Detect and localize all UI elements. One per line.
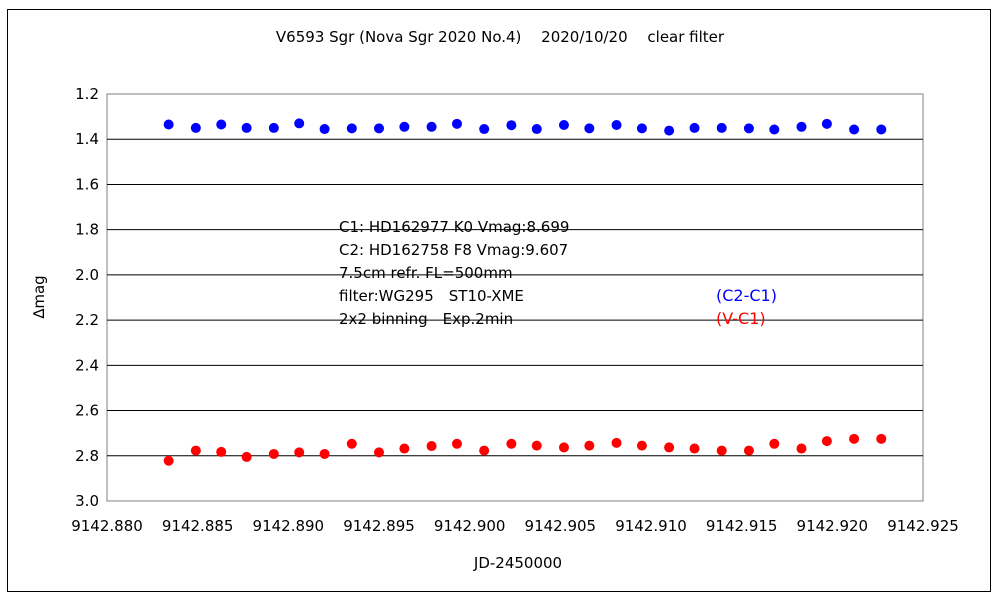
- data-point: [374, 123, 384, 134]
- x-tick-label: 9142.890: [253, 517, 325, 535]
- data-point: [241, 451, 252, 462]
- data-point: [294, 447, 305, 458]
- series-layer: [163, 118, 887, 466]
- data-point: [796, 121, 807, 132]
- data-point: [876, 433, 887, 444]
- data-point: [636, 123, 647, 134]
- data-point: [716, 122, 727, 133]
- y-tick-label: 1.4: [75, 130, 99, 148]
- data-point: [451, 438, 462, 449]
- chart-frame: [7, 9, 991, 592]
- data-point: [190, 122, 201, 133]
- data-point: [216, 446, 227, 457]
- data-point: [319, 124, 330, 135]
- data-point: [268, 448, 279, 459]
- y-tick-label: 2.4: [75, 356, 99, 374]
- x-axis-label: JD-2450000: [473, 554, 562, 572]
- x-tick-label: 9142.880: [71, 517, 143, 535]
- data-point: [190, 445, 201, 456]
- data-point: [584, 440, 595, 451]
- data-point: [584, 123, 595, 134]
- x-tick-label: 9142.895: [343, 517, 415, 535]
- data-point: [216, 119, 227, 130]
- y-axis-label: ∆mag: [30, 275, 48, 319]
- data-point: [558, 442, 569, 453]
- data-point: [374, 447, 384, 458]
- data-point: [506, 438, 517, 449]
- data-point: [479, 445, 490, 456]
- y-tick-label: 1.6: [75, 175, 99, 193]
- x-tick-label: 9142.905: [525, 517, 597, 535]
- y-tick-label: 3.0: [75, 492, 99, 510]
- legend-v-c1: (V-C1): [716, 309, 766, 328]
- data-point: [611, 437, 622, 448]
- data-point: [689, 443, 700, 454]
- data-point: [821, 436, 832, 447]
- data-point: [399, 121, 410, 132]
- data-point: [849, 124, 860, 135]
- data-point: [664, 125, 675, 136]
- data-point: [743, 445, 754, 456]
- data-point: [426, 121, 437, 132]
- x-tick-label: 9142.925: [887, 517, 959, 535]
- data-point: [399, 443, 410, 454]
- x-tick-label: 9142.910: [615, 517, 687, 535]
- data-point: [689, 122, 700, 133]
- data-point: [506, 120, 517, 131]
- annotation-line-3: 7.5cm refr. FL=500mm: [339, 264, 513, 282]
- x-tick-label: 9142.900: [434, 517, 506, 535]
- data-point: [531, 124, 542, 135]
- data-point: [796, 443, 807, 454]
- annotation-line-5: 2x2 binning Exp.2min: [339, 310, 513, 328]
- x-tick-label: 9142.920: [797, 517, 869, 535]
- data-point: [611, 119, 622, 130]
- y-tick-label: 2.0: [75, 266, 99, 284]
- y-tick-label: 2.6: [75, 402, 99, 420]
- annotation-line-1: C1: HD162977 K0 Vmag:8.699: [339, 218, 569, 236]
- data-point: [319, 448, 330, 459]
- data-point: [531, 440, 542, 451]
- series-c2-c1: [163, 118, 887, 136]
- data-point: [876, 124, 887, 135]
- data-point: [716, 445, 727, 456]
- data-point: [769, 124, 780, 135]
- y-tick-label: 1.2: [75, 85, 99, 103]
- x-tick-label: 9142.915: [706, 517, 778, 535]
- y-axis: 1.2 1.4 1.6 1.8 2.0 2.2 2.4 2.6 2.8 3.0: [75, 85, 99, 510]
- data-point: [163, 119, 174, 130]
- data-point: [769, 438, 780, 449]
- data-point: [241, 122, 252, 133]
- data-point: [346, 123, 357, 134]
- data-point: [346, 438, 357, 449]
- data-point: [821, 118, 832, 129]
- annotation-box: C1: HD162977 K0 Vmag:8.699 C2: HD162758 …: [339, 218, 569, 328]
- y-tick-label: 2.8: [75, 447, 99, 465]
- annotation-line-2: C2: HD162758 F8 Vmag:9.607: [339, 241, 568, 259]
- data-point: [294, 118, 305, 129]
- data-point: [268, 122, 279, 133]
- data-point: [664, 442, 675, 453]
- x-tick-label: 9142.885: [162, 517, 234, 535]
- series-v-c1: [163, 433, 887, 466]
- legend-c2-c1: (C2-C1): [716, 286, 777, 305]
- chart-title: V6593 Sgr (Nova Sgr 2020 No.4) 2020/10/2…: [276, 28, 725, 46]
- data-point: [636, 440, 647, 451]
- y-tick-label: 2.2: [75, 311, 99, 329]
- y-tick-label: 1.8: [75, 221, 99, 239]
- plot-area: [106, 93, 924, 502]
- data-point: [849, 433, 860, 444]
- data-point: [743, 123, 754, 134]
- data-point: [558, 119, 569, 130]
- x-axis: 9142.880 9142.885 9142.890 9142.895 9142.900…: [71, 517, 959, 535]
- data-point: [451, 118, 462, 129]
- annotation-line-4: filter:WG295 ST10-XME: [339, 287, 524, 305]
- data-point: [163, 455, 174, 466]
- data-point: [426, 441, 437, 452]
- data-point: [479, 124, 490, 135]
